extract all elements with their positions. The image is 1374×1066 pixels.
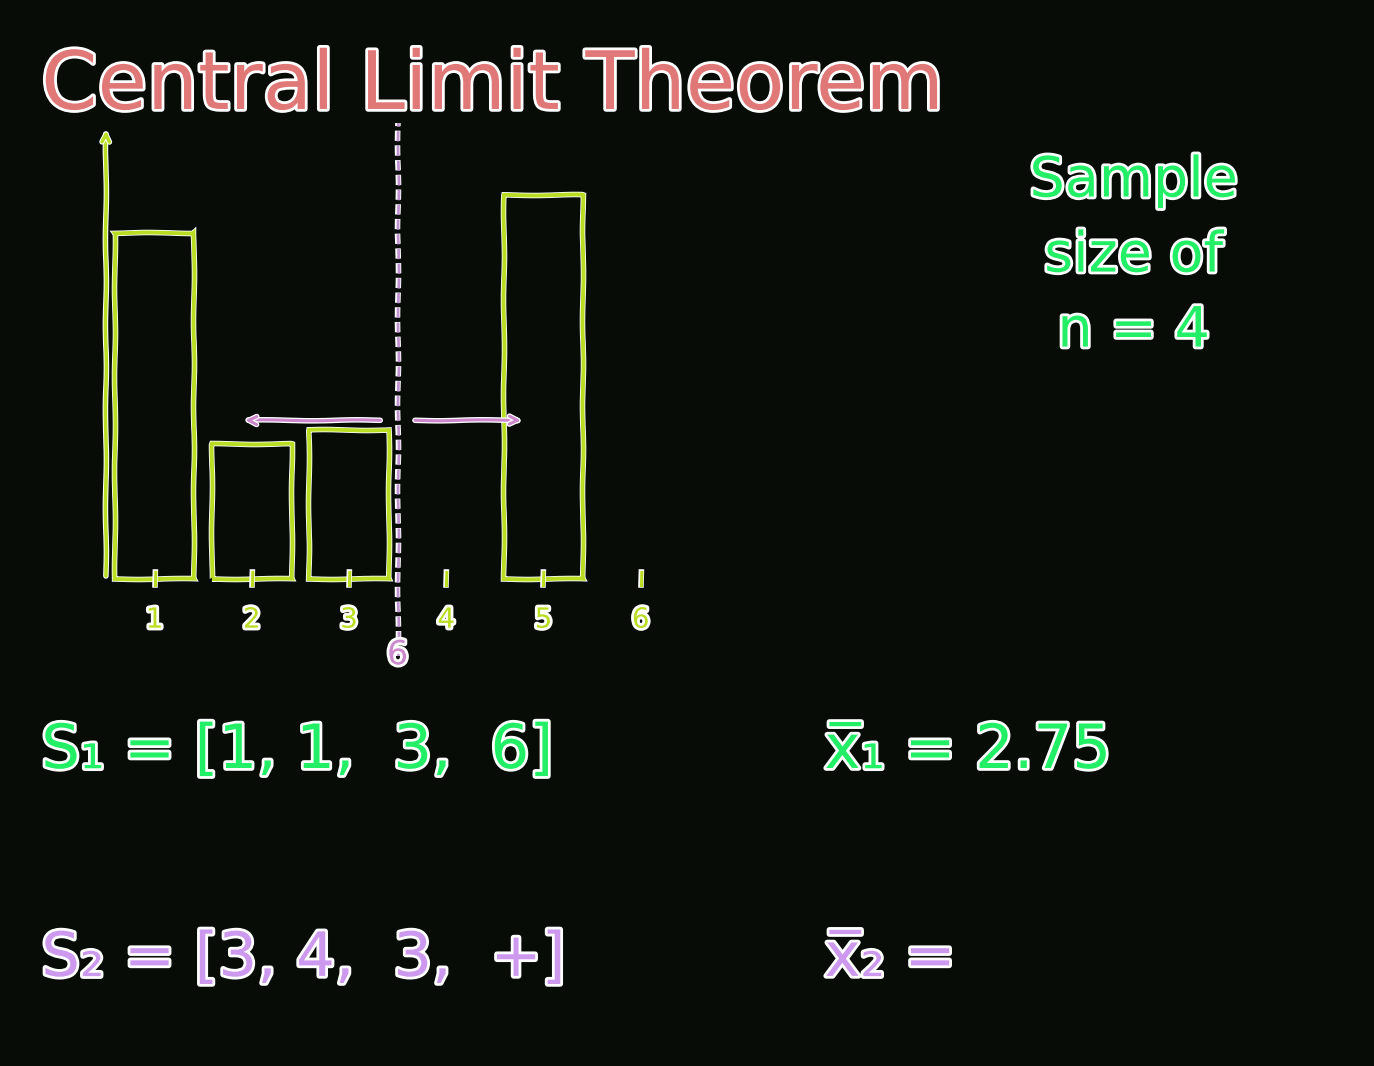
Text: Sample
size of
n = 4: Sample size of n = 4 <box>1029 155 1238 358</box>
Text: S₁ = [1, 1,  3,  6]: S₁ = [1, 1, 3, 6] <box>41 722 552 781</box>
Text: 4: 4 <box>437 605 455 633</box>
Text: x̅₂ =: x̅₂ = <box>824 930 956 989</box>
Text: 3: 3 <box>341 605 357 633</box>
Text: 6: 6 <box>387 639 408 672</box>
Bar <box>114 233 194 579</box>
Bar <box>309 430 389 579</box>
Text: 1: 1 <box>146 605 164 633</box>
Text: 5: 5 <box>534 605 552 633</box>
Text: x̅₁ = 2.75: x̅₁ = 2.75 <box>824 722 1112 781</box>
Text: 6: 6 <box>632 605 650 633</box>
Text: Central Limit Theorem: Central Limit Theorem <box>41 48 943 126</box>
Text: S₂ = [3, 4,  3,  +]: S₂ = [3, 4, 3, +] <box>41 930 565 989</box>
Bar <box>212 445 291 579</box>
Bar <box>504 195 584 579</box>
Text: 2: 2 <box>243 605 261 633</box>
